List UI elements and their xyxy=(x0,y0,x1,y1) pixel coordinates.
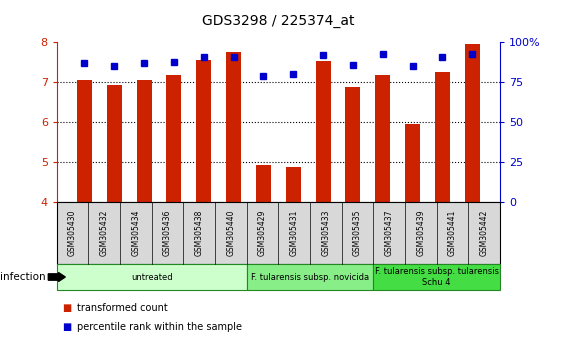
Text: untreated: untreated xyxy=(131,273,173,281)
Text: ■: ■ xyxy=(62,303,72,313)
Bar xyxy=(435,72,450,202)
Bar xyxy=(405,124,420,202)
Bar xyxy=(316,61,331,202)
Text: GSM305442: GSM305442 xyxy=(479,210,488,256)
Text: GSM305430: GSM305430 xyxy=(68,210,77,256)
Text: GSM305437: GSM305437 xyxy=(385,210,394,256)
Text: GSM305433: GSM305433 xyxy=(321,210,330,256)
Bar xyxy=(286,167,300,202)
Text: GSM305441: GSM305441 xyxy=(448,210,457,256)
Bar xyxy=(77,80,92,202)
Text: GSM305438: GSM305438 xyxy=(195,210,204,256)
Text: GDS3298 / 225374_at: GDS3298 / 225374_at xyxy=(202,14,354,28)
Bar xyxy=(345,87,360,202)
Text: GSM305431: GSM305431 xyxy=(290,210,299,256)
Text: F. tularensis subsp. novicida: F. tularensis subsp. novicida xyxy=(251,273,369,281)
Bar xyxy=(197,61,211,202)
Text: ■: ■ xyxy=(62,322,72,332)
Text: infection: infection xyxy=(0,272,45,282)
Text: GSM305436: GSM305436 xyxy=(163,210,172,256)
Text: GSM305435: GSM305435 xyxy=(353,210,362,256)
Text: percentile rank within the sample: percentile rank within the sample xyxy=(77,322,241,332)
Text: transformed count: transformed count xyxy=(77,303,168,313)
Text: GSM305432: GSM305432 xyxy=(100,210,108,256)
Bar xyxy=(137,80,152,202)
Bar xyxy=(166,75,181,202)
Text: GSM305434: GSM305434 xyxy=(131,210,140,256)
Bar xyxy=(256,165,271,202)
Text: GSM305439: GSM305439 xyxy=(416,210,425,256)
Bar xyxy=(375,75,390,202)
Bar xyxy=(107,85,122,202)
Text: GSM305440: GSM305440 xyxy=(227,210,235,256)
Bar xyxy=(465,45,480,202)
Text: GSM305429: GSM305429 xyxy=(258,210,267,256)
Bar xyxy=(226,52,241,202)
Text: F. tularensis subsp. tularensis
Schu 4: F. tularensis subsp. tularensis Schu 4 xyxy=(374,267,499,287)
